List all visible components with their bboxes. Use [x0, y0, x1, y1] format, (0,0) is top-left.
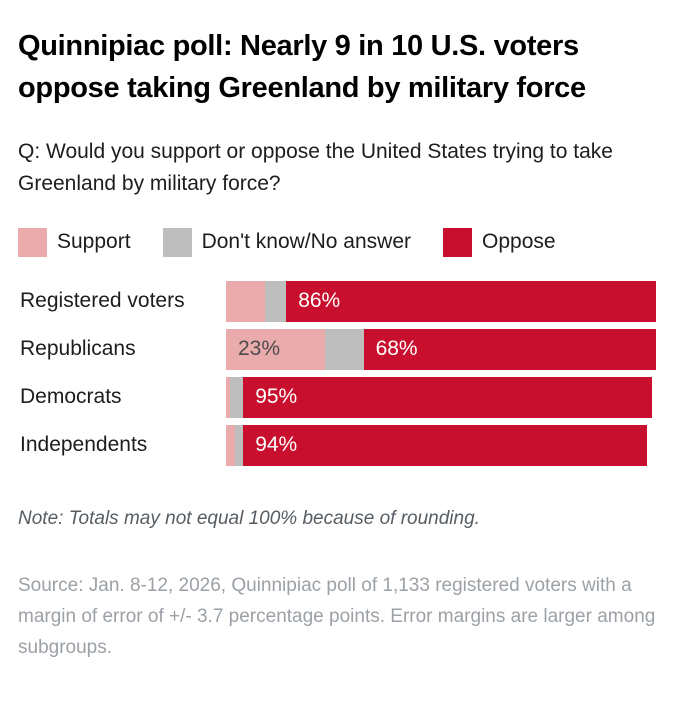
- legend-label: Don't know/No answer: [201, 230, 411, 254]
- stacked-bar-chart: Registered voters 86% Republicans 23% 68% Dem…: [18, 280, 662, 466]
- bar-value-label: 95%: [255, 385, 298, 409]
- bar-row-label: Republicans: [20, 337, 136, 361]
- bar-track: 86%: [226, 280, 656, 322]
- bar-segment-oppose: 95%: [243, 376, 652, 418]
- legend-item-support: Support: [18, 227, 131, 257]
- bar-track: 94%: [226, 424, 656, 466]
- chart-legend: Support Don't know/No answer Oppose: [18, 227, 662, 257]
- chart-title: Quinnipiac poll: Nearly 9 in 10 U.S. vot…: [18, 30, 586, 105]
- bar-row-republicans: Republicans 23% 68%: [18, 328, 662, 370]
- bar-value-label: 86%: [298, 289, 341, 313]
- bar-segment-support: [226, 424, 235, 466]
- bar-segment-dk: [324, 328, 364, 370]
- poll-question: Q: Would you support or oppose the Unite…: [18, 139, 613, 196]
- rounding-note: Note: Totals may not equal 100% because …: [18, 507, 480, 529]
- bar-track: 23% 68%: [226, 328, 656, 370]
- bar-value-label: 68%: [375, 337, 418, 361]
- legend-swatch-dk: [162, 227, 192, 257]
- bar-row-registered-voters: Registered voters 86%: [18, 280, 662, 322]
- bar-value-label: 23%: [238, 337, 281, 361]
- legend-swatch-oppose: [443, 227, 472, 257]
- legend-label: Support: [57, 230, 131, 254]
- source-attribution: Source: Jan. 8-12, 2026, Quinnipiac poll…: [18, 574, 656, 659]
- bar-row-label: Registered voters: [20, 289, 185, 313]
- bar-segment-dk: [230, 376, 244, 418]
- legend-label: Oppose: [482, 230, 556, 254]
- bar-segment-support: [226, 376, 231, 418]
- bar-row-independents: Independents 94%: [18, 424, 662, 466]
- bar-value-label: 94%: [255, 433, 298, 457]
- bar-row-label: Independents: [20, 433, 148, 457]
- bar-segment-oppose: 86%: [286, 280, 656, 322]
- legend-item-oppose: Oppose: [443, 227, 556, 257]
- bar-segment-dk: [264, 280, 287, 322]
- legend-swatch-support: [18, 227, 47, 257]
- bar-track: 95%: [226, 376, 656, 418]
- bar-segment-oppose: 68%: [363, 328, 656, 370]
- bar-row-label: Democrats: [20, 385, 122, 409]
- bar-row-democrats: Democrats 95%: [18, 376, 662, 418]
- legend-item-don-t-know-no-answer: Don't know/No answer: [162, 227, 411, 257]
- bar-segment-support: [226, 280, 265, 322]
- bar-segment-support: 23%: [226, 328, 325, 370]
- bar-segment-oppose: 94%: [243, 424, 648, 466]
- bar-segment-dk: [234, 424, 244, 466]
